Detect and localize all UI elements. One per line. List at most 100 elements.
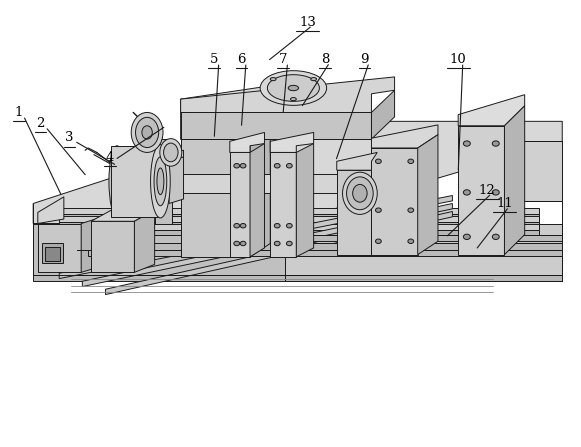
Polygon shape (181, 139, 250, 257)
Polygon shape (59, 195, 453, 278)
Polygon shape (134, 210, 155, 272)
Polygon shape (59, 224, 539, 230)
Ellipse shape (343, 172, 377, 215)
Ellipse shape (464, 190, 471, 195)
Text: 9: 9 (360, 53, 369, 66)
Polygon shape (88, 250, 562, 257)
Ellipse shape (492, 234, 499, 240)
Text: 1: 1 (15, 106, 23, 119)
Ellipse shape (135, 117, 159, 148)
Ellipse shape (464, 234, 471, 240)
Polygon shape (59, 208, 539, 214)
Polygon shape (285, 274, 562, 281)
Ellipse shape (109, 146, 125, 217)
Ellipse shape (240, 224, 246, 228)
Ellipse shape (375, 208, 381, 212)
Ellipse shape (408, 239, 414, 244)
Polygon shape (59, 214, 539, 219)
Polygon shape (285, 224, 562, 274)
Ellipse shape (157, 168, 164, 194)
Ellipse shape (267, 75, 320, 101)
Polygon shape (230, 152, 250, 257)
Ellipse shape (260, 71, 327, 105)
Polygon shape (296, 143, 314, 257)
Polygon shape (91, 221, 134, 272)
Polygon shape (504, 106, 525, 255)
Polygon shape (38, 224, 81, 272)
Polygon shape (418, 135, 438, 255)
Polygon shape (371, 125, 438, 148)
Polygon shape (371, 90, 394, 139)
Polygon shape (209, 235, 562, 241)
Polygon shape (33, 121, 562, 224)
Ellipse shape (150, 145, 170, 218)
Polygon shape (181, 113, 371, 139)
Polygon shape (337, 170, 371, 255)
Bar (45, 247, 60, 261)
Polygon shape (38, 197, 64, 224)
Polygon shape (59, 230, 539, 236)
Ellipse shape (160, 139, 182, 166)
Polygon shape (172, 174, 360, 193)
Ellipse shape (164, 143, 178, 162)
Text: 11: 11 (496, 197, 513, 210)
Text: 12: 12 (479, 184, 496, 197)
Ellipse shape (131, 113, 163, 152)
Polygon shape (250, 126, 270, 257)
Ellipse shape (408, 159, 414, 164)
Polygon shape (510, 141, 562, 201)
Ellipse shape (286, 164, 292, 168)
Polygon shape (111, 146, 160, 217)
Polygon shape (230, 132, 264, 152)
Text: 8: 8 (321, 53, 329, 66)
Polygon shape (59, 222, 539, 228)
Text: 10: 10 (450, 53, 467, 66)
Ellipse shape (464, 141, 471, 146)
Ellipse shape (240, 164, 246, 168)
Ellipse shape (492, 190, 499, 195)
Polygon shape (458, 95, 525, 126)
Polygon shape (106, 211, 453, 295)
Ellipse shape (274, 224, 280, 228)
Text: 4: 4 (106, 151, 114, 164)
Polygon shape (458, 126, 504, 255)
Polygon shape (81, 219, 96, 272)
Polygon shape (83, 203, 453, 287)
Polygon shape (270, 132, 314, 152)
Ellipse shape (286, 224, 292, 228)
Ellipse shape (234, 164, 239, 168)
Polygon shape (371, 148, 418, 255)
Ellipse shape (290, 97, 296, 101)
Polygon shape (33, 274, 285, 281)
Polygon shape (91, 210, 155, 221)
Text: 5: 5 (210, 53, 218, 66)
Ellipse shape (347, 177, 373, 210)
Polygon shape (337, 152, 377, 170)
Ellipse shape (311, 78, 317, 80)
Polygon shape (59, 216, 539, 222)
Text: 6: 6 (237, 53, 246, 66)
Ellipse shape (240, 241, 246, 246)
Polygon shape (250, 143, 264, 257)
Ellipse shape (274, 164, 280, 168)
Polygon shape (145, 244, 562, 250)
Ellipse shape (375, 159, 381, 164)
Ellipse shape (274, 241, 280, 246)
Ellipse shape (142, 126, 152, 139)
Ellipse shape (234, 241, 239, 246)
Text: 7: 7 (279, 53, 287, 66)
Ellipse shape (154, 157, 167, 206)
Text: 3: 3 (66, 131, 74, 144)
Ellipse shape (288, 85, 299, 91)
Polygon shape (169, 157, 184, 203)
Ellipse shape (375, 239, 381, 244)
Ellipse shape (492, 141, 499, 146)
Bar (42, 244, 63, 263)
Polygon shape (181, 77, 394, 116)
Polygon shape (33, 224, 285, 274)
Text: 2: 2 (37, 117, 45, 130)
Polygon shape (270, 152, 296, 257)
Ellipse shape (234, 224, 239, 228)
Ellipse shape (408, 208, 414, 212)
Ellipse shape (270, 78, 276, 80)
